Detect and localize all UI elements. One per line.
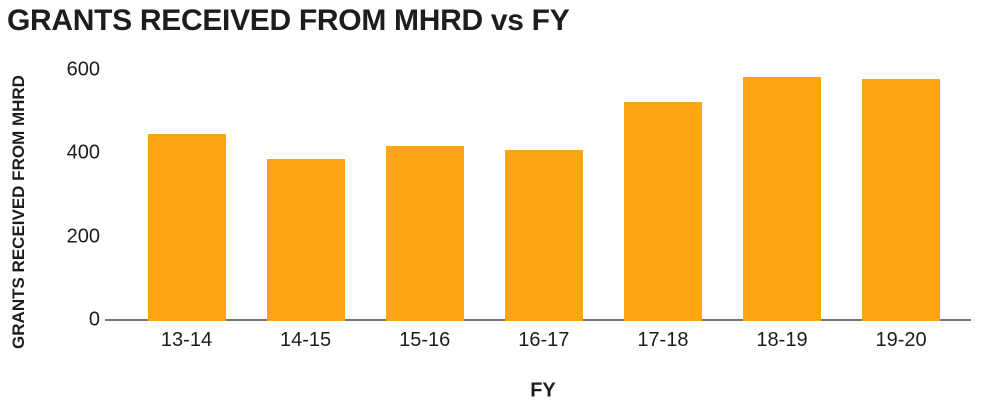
bar (623, 102, 702, 321)
y-tick-label: 200 (66, 225, 100, 248)
y-tick-label: 600 (66, 58, 100, 81)
x-tick-label: 14-15 (280, 329, 332, 351)
bar (147, 133, 226, 321)
x-tick-label: 13-14 (160, 329, 213, 351)
x-tick-label: 16-17 (518, 329, 570, 351)
bar (504, 150, 583, 321)
bar (743, 77, 821, 321)
x-axis-title: FY (530, 379, 556, 402)
x-tick-label: 19-20 (875, 329, 927, 351)
x-tick-label: 18-19 (756, 329, 808, 351)
bar (385, 146, 464, 321)
bar (266, 158, 345, 321)
x-tick-label: 17-18 (637, 329, 689, 351)
x-tick-label: 15-16 (399, 329, 451, 351)
chart-title: GRANTS RECEIVED FROM MHRD vs FY (7, 4, 570, 37)
bar (862, 79, 941, 321)
y-tick-label: 0 (88, 308, 100, 331)
y-tick-label: 400 (66, 141, 100, 164)
